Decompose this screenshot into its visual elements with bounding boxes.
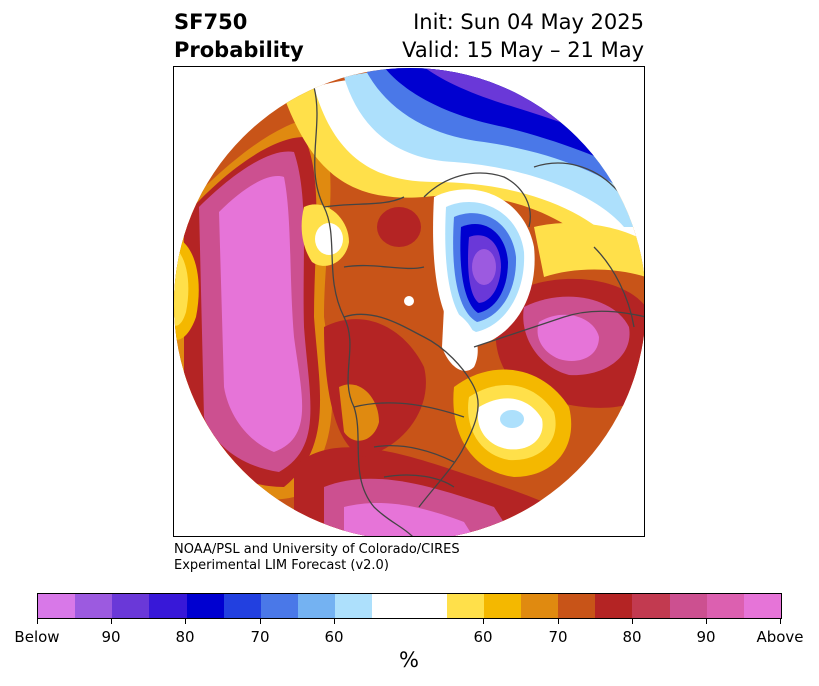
field-edge-lightyellow <box>174 247 189 326</box>
credit-line-1: NOAA/PSL and University of Colorado/CIRE… <box>174 542 460 557</box>
init-date: Init: Sun 04 May 2025 <box>413 10 644 34</box>
colorbar-segment <box>483 594 522 618</box>
valid-range: Valid: 15 May – 21 May <box>402 38 644 62</box>
field-greenland-core <box>472 249 496 285</box>
map-title: SF750 Probability <box>174 8 304 64</box>
colorbar-segment <box>298 594 336 618</box>
field-canada-red <box>377 207 421 247</box>
colorbar-segment <box>372 594 447 618</box>
map-panel <box>173 66 645 537</box>
title-type: Probability <box>174 38 304 62</box>
colorbar-segment <box>706 594 744 618</box>
field-canada-white <box>315 223 343 255</box>
tickmark-6 <box>558 619 559 624</box>
colorbar-tick-4: 60 <box>324 628 344 646</box>
colorbar-tick-8: 90 <box>696 628 716 646</box>
colorbar-tick-9: Above <box>756 628 804 646</box>
field-westus-orange <box>339 384 379 441</box>
colorbar-segment <box>112 594 150 618</box>
colorbar-tick-7: 80 <box>622 628 642 646</box>
tickmark-8 <box>706 619 707 624</box>
title-variable: SF750 <box>174 10 248 34</box>
polar-map <box>174 68 644 536</box>
colorbar-segment <box>38 594 76 618</box>
probability-field <box>174 68 644 536</box>
colorbar-segment <box>632 594 670 618</box>
colorbar-tick-2: 80 <box>175 628 195 646</box>
field-labrador-white <box>442 307 478 371</box>
tickmark-0 <box>37 619 38 624</box>
colorbar-segment <box>260 594 299 618</box>
colorbar-segment <box>335 594 373 618</box>
colorbar-segment <box>223 594 261 618</box>
colorbar-segment <box>558 594 596 618</box>
colorbar-unit-label: % <box>399 648 419 672</box>
forecast-dates: Init: Sun 04 May 2025 Valid: 15 May – 21… <box>402 8 644 64</box>
colorbar-segment <box>149 594 187 618</box>
tickmark-7 <box>632 619 633 624</box>
field-europe-magenta <box>537 314 599 361</box>
colorbar-segment <box>521 594 559 618</box>
tickmark-4 <box>334 619 335 624</box>
colorbar-segment <box>595 594 633 618</box>
tickmark-1 <box>111 619 112 624</box>
field-pacific-magenta <box>219 176 303 452</box>
field-pole-dot <box>404 296 414 306</box>
field-south-magenta <box>344 503 474 536</box>
tickmark-5 <box>483 619 484 624</box>
credit-line-2: Experimental LIM Forecast (v2.0) <box>174 558 389 573</box>
tickmark-3 <box>260 619 261 624</box>
tickmark-9 <box>780 619 781 624</box>
colorbar <box>37 593 782 619</box>
colorbar-segment <box>743 594 782 618</box>
colorbar-tick-3: 70 <box>250 628 270 646</box>
colorbar-segment <box>669 594 707 618</box>
colorbar-tick-6: 70 <box>548 628 568 646</box>
field-atlantic-lightblue <box>500 410 524 428</box>
colorbar-segment <box>75 594 113 618</box>
colorbar-segment <box>446 594 484 618</box>
field-europe-yellow <box>534 222 644 277</box>
credit-text: NOAA/PSL and University of Colorado/CIRE… <box>174 542 460 574</box>
colorbar-tick-0: Below <box>14 628 60 646</box>
colorbar-tick-1: 90 <box>101 628 121 646</box>
colorbar-tick-5: 60 <box>473 628 493 646</box>
colorbar-segment <box>186 594 224 618</box>
tickmark-2 <box>185 619 186 624</box>
